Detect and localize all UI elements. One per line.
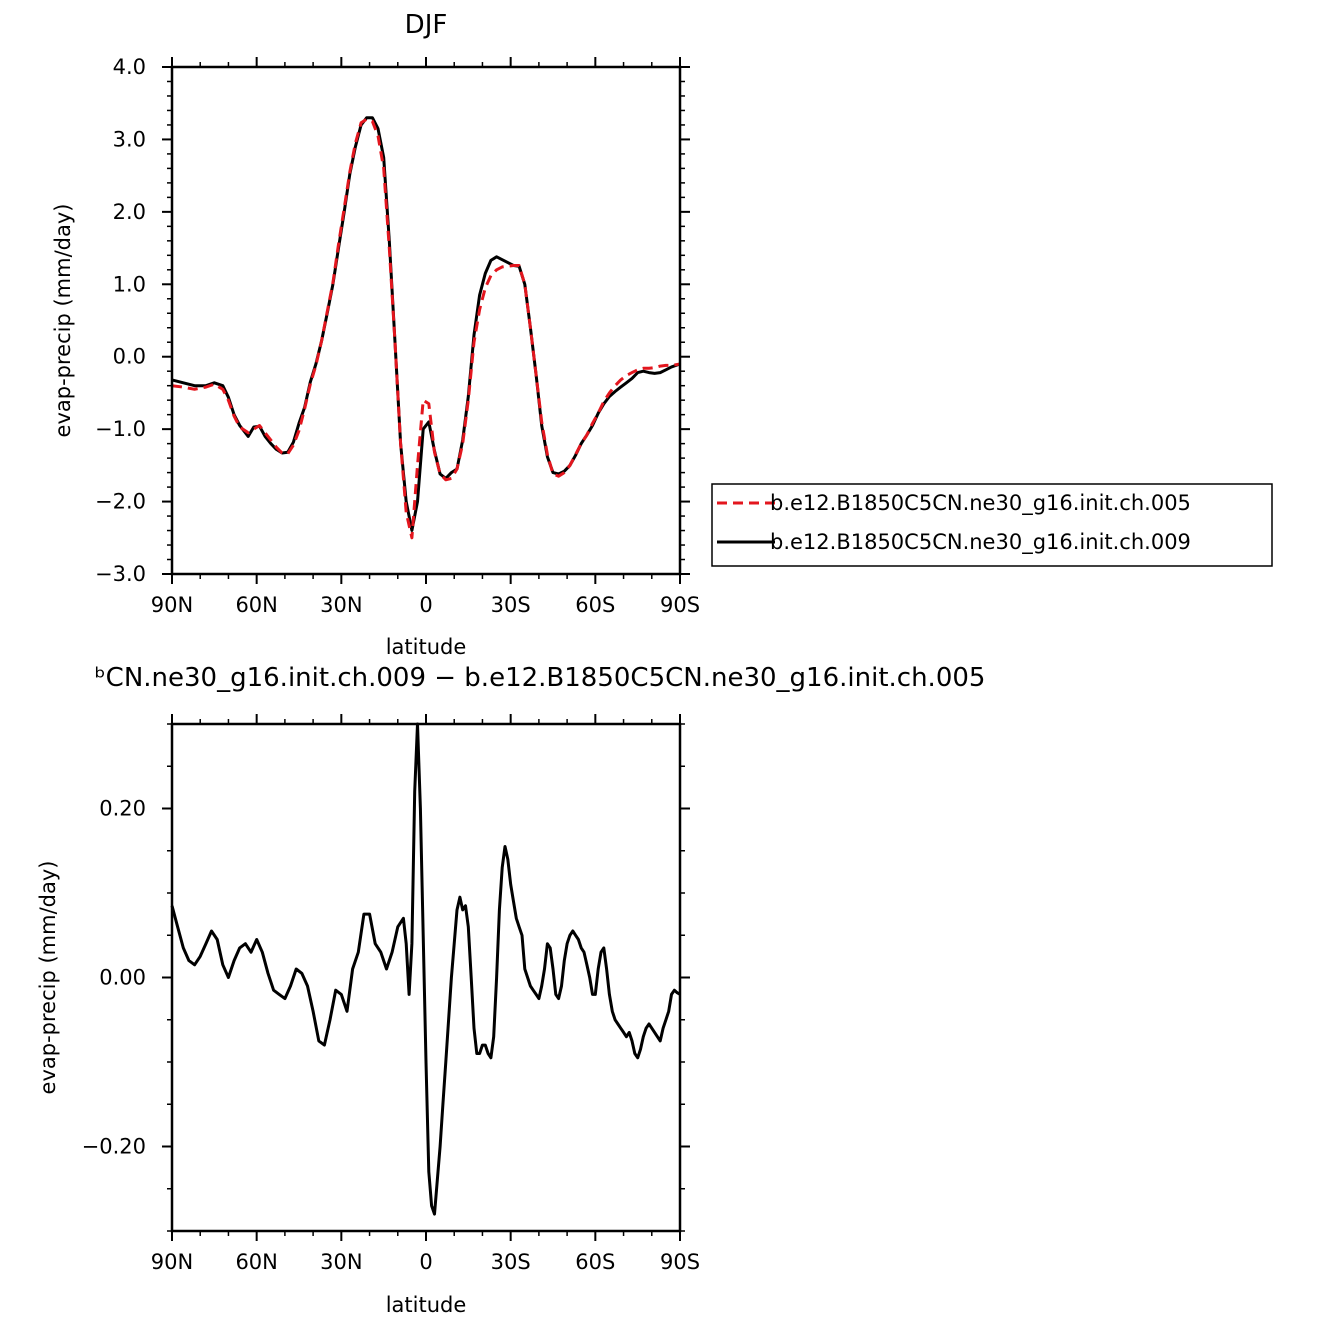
tick-labels: −3.0 −2.0 −1.0 0.0 1.0 2.0 3.0 4.0 90N 60N 30N 0 30S…: [95, 55, 700, 617]
difference-chart-title: ᵇCN.ne30_g16.init.ch.009 − b.e12.B1850C5…: [95, 663, 986, 693]
y-tick-label: 1.0: [113, 272, 146, 296]
x-tick-label: 60N: [235, 1250, 277, 1274]
x-tick-label: 60N: [235, 593, 277, 617]
y-tick-label: −3.0: [95, 562, 146, 586]
x-tick-label: 90N: [151, 1250, 193, 1274]
x-tick-label: 0: [419, 593, 432, 617]
series-line-0: [170, 722, 681, 1216]
x-tick-label: 90S: [660, 593, 700, 617]
chart-bottom: ᵇCN.ne30_g16.init.ch.009 − b.e12.B1850C5…: [36, 663, 985, 1317]
legend-label-005: b.e12.B1850C5CN.ne30_g16.init.ch.005: [770, 491, 1191, 516]
x-tick-label: 0: [419, 1250, 432, 1274]
series-lines: [170, 722, 681, 1216]
plot-frame: [170, 65, 682, 576]
legend-box: [711, 483, 1273, 567]
y-tick-label: 2.0: [113, 200, 146, 224]
x-axis-label: latitude: [386, 635, 467, 659]
x-tick-label: 30N: [320, 1250, 362, 1274]
x-tick-label: 30S: [491, 593, 531, 617]
tick-labels: −0.20 0.00 0.20 90N 60N 30N 0 30S 60S 90S: [82, 797, 700, 1275]
x-tick-label: 90S: [660, 1250, 700, 1274]
x-tick-label: 30S: [491, 1250, 531, 1274]
y-tick-label: 4.0: [113, 55, 146, 79]
chart-top: DJF −3.0 −2.0 −1.0 0.0 1.0 2.0 3.0 4.0 90N 60N 30N…: [51, 10, 700, 659]
series-lines: [171, 116, 681, 540]
legend-label-009: b.e12.B1850C5CN.ne30_g16.init.ch.009: [770, 530, 1191, 555]
tick-marks: [162, 714, 690, 1241]
series-line-1: [171, 116, 681, 532]
y-tick-label: −1.0: [95, 417, 146, 441]
y-tick-label: 0.0: [113, 345, 146, 369]
x-tick-label: 60S: [575, 1250, 615, 1274]
y-tick-label: 3.0: [113, 127, 146, 151]
x-tick-label: 60S: [575, 593, 615, 617]
y-tick-label: 0.20: [99, 797, 146, 821]
legend: b.e12.B1850C5CN.ne30_g16.init.ch.005 b.e…: [711, 483, 1273, 567]
y-axis-label: evap-precip (mm/day): [36, 861, 60, 1095]
y-tick-label: 0.00: [99, 966, 146, 990]
tick-marks: [162, 57, 690, 584]
plot-frame: [170, 722, 682, 1233]
series-line-0: [171, 117, 681, 540]
y-axis-label: evap-precip (mm/day): [51, 204, 75, 438]
x-axis-label: latitude: [386, 1293, 467, 1317]
x-tick-label: 30N: [320, 593, 362, 617]
chart-title: DJF: [405, 10, 448, 40]
y-tick-label: −0.20: [82, 1135, 146, 1159]
x-tick-label: 90N: [151, 593, 193, 617]
y-tick-label: −2.0: [95, 490, 146, 514]
